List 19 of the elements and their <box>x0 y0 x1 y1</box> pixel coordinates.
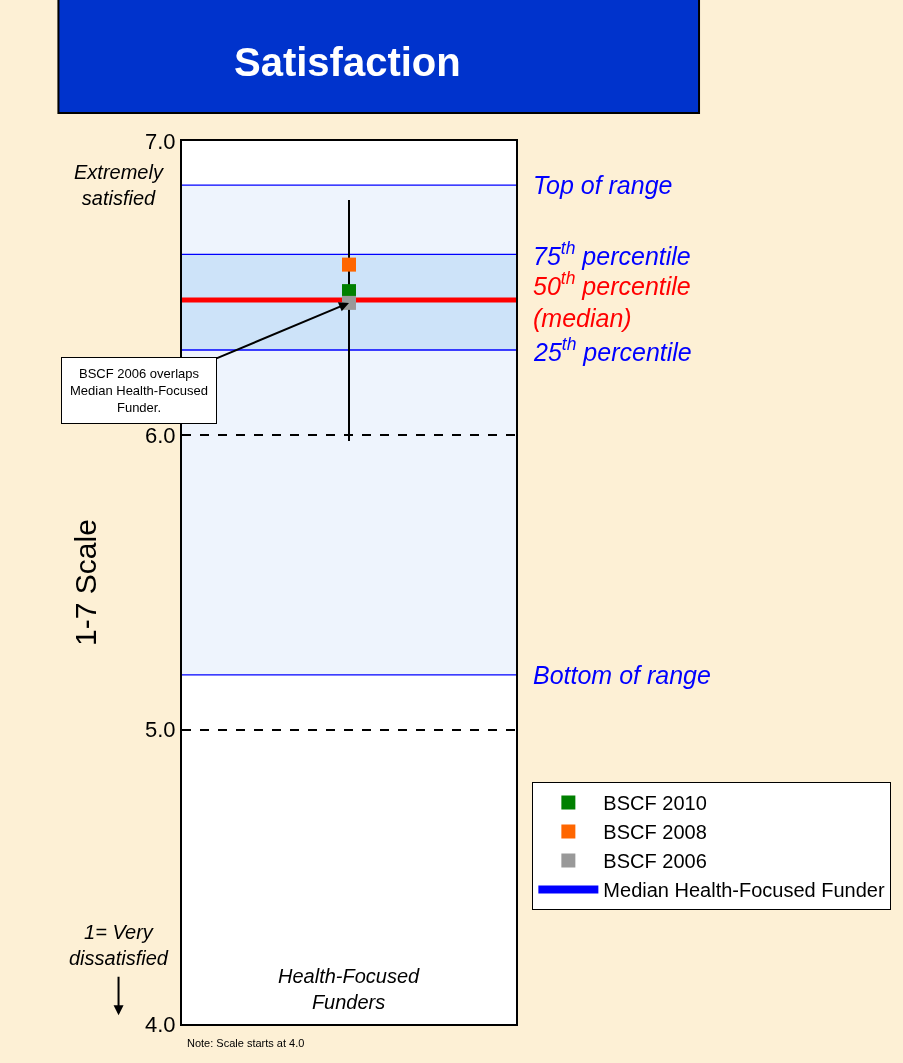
y-tick-label: 5.0 <box>145 717 176 743</box>
legend-label: BSCF 2008 <box>603 821 707 844</box>
ref-line-label: 25$^{th}$ percentile <box>533 334 692 366</box>
legend-label: BSCF 2006 <box>603 850 707 873</box>
y-tick-label: 7.0 <box>145 128 176 154</box>
legend-label: Median Health-Focused Funder <box>603 879 885 902</box>
legend-label: BSCF 2010 <box>603 792 707 815</box>
ref-line-label: Top of range <box>533 171 673 199</box>
chart-title: Satisfaction <box>233 40 461 84</box>
annotation: BSCF 2006 overlaps Median Health-Focused Funder. <box>70 366 209 415</box>
text: Extremely satisfied <box>74 161 164 209</box>
annotation: Health-Focused Funders <box>278 965 421 1013</box>
y-tick-label: 6.0 <box>145 423 176 449</box>
text: 1= Very dissatisfied <box>69 921 169 969</box>
text: Note: Scale starts at 4.0 <box>187 1037 305 1049</box>
ref-line-label: Bottom of range <box>533 661 711 689</box>
ref-line-label: 75$^{th}$ percentile <box>533 238 691 270</box>
y-axis-title: 1-7 Scale <box>68 519 102 646</box>
y-tick-label: 4.0 <box>145 1011 176 1037</box>
